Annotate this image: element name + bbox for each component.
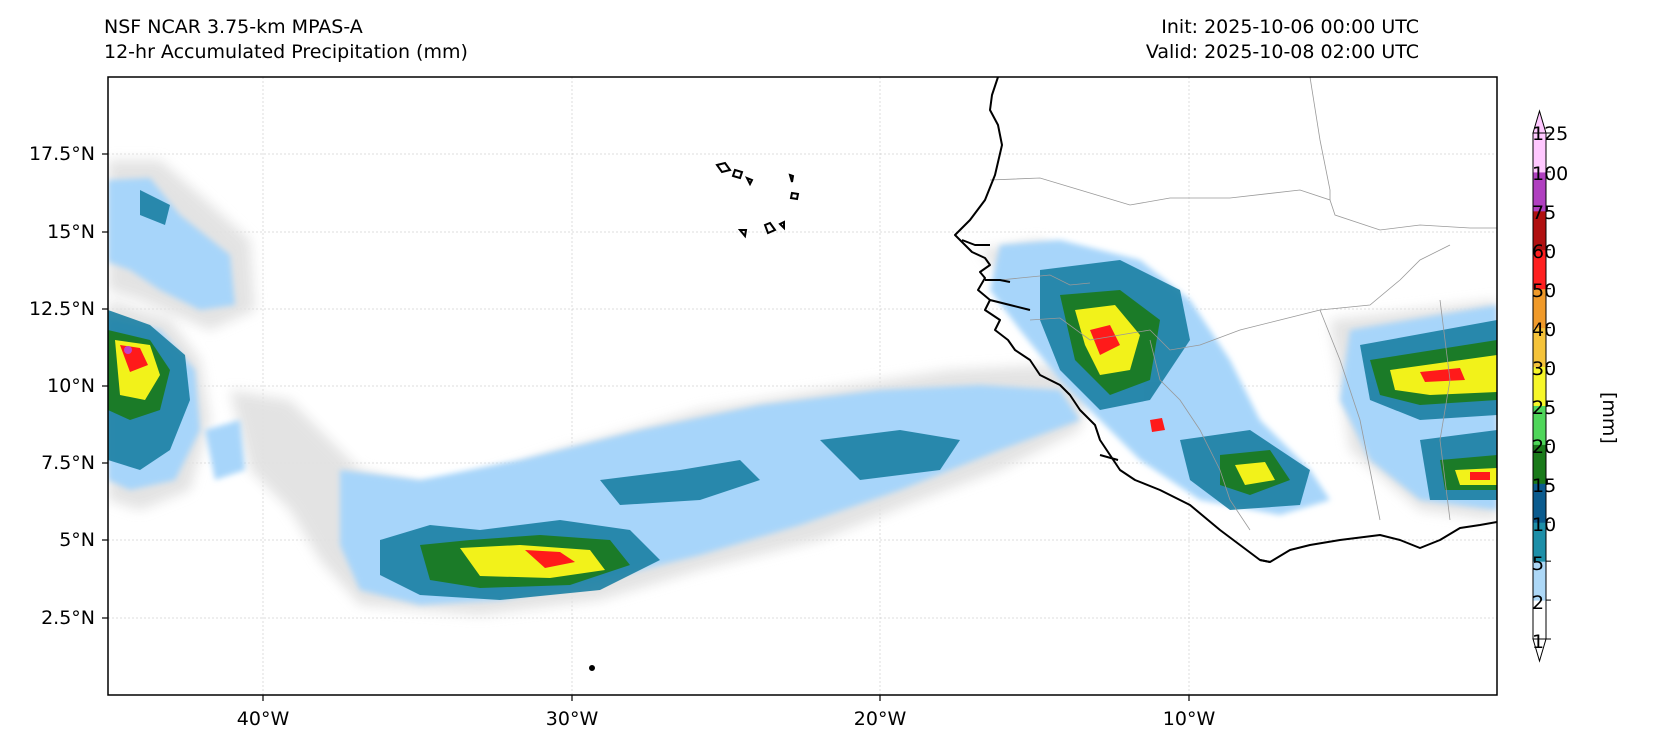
lat-label-2-5n: 2.5°N <box>41 607 95 629</box>
colorbar-segment <box>1533 249 1546 290</box>
lat-label-17-5n: 17.5°N <box>28 143 95 165</box>
colorbar-segment <box>1533 483 1546 523</box>
colorbar-segment <box>1533 522 1546 562</box>
colorbar-segment <box>1533 210 1546 251</box>
cape-verde-islands <box>589 161 800 671</box>
colorbar-label-125: 125 <box>1532 123 1569 145</box>
colorbar-label-100: 100 <box>1532 163 1569 185</box>
precip-peak-100mm <box>124 346 132 354</box>
colorbar-segment <box>1533 561 1546 601</box>
colorbar-label-60: 60 <box>1532 241 1557 263</box>
colorbar-segment <box>1533 133 1546 173</box>
lat-label-12-5n: 12.5°N <box>28 298 95 320</box>
colorbar-segment <box>1533 171 1546 212</box>
colorbar <box>1532 109 1551 663</box>
init-time: Init: 2025-10-06 00:00 UTC <box>1161 16 1419 38</box>
colorbar-label-20: 20 <box>1532 436 1557 458</box>
country-borders <box>989 77 1497 531</box>
colorbar-label-40: 40 <box>1532 319 1557 341</box>
colorbar-segment <box>1533 327 1546 368</box>
lat-label-15n: 15°N <box>47 221 95 243</box>
colorbar-label-10: 10 <box>1532 514 1557 536</box>
title-line1: NSF NCAR 3.75-km MPAS-A <box>104 16 363 38</box>
colorbar-segment <box>1533 288 1546 329</box>
colorbar-label-30: 30 <box>1532 358 1557 380</box>
precip-extreme-50mm <box>120 325 1490 568</box>
lon-label-20w: 20°W <box>853 708 907 730</box>
axis-ticks <box>102 153 1190 701</box>
colorbar-label-15: 15 <box>1532 475 1557 497</box>
lat-label-10n: 10°N <box>47 375 95 397</box>
colorbar-label-2: 2 <box>1532 592 1545 614</box>
colorbar-label-25: 25 <box>1532 397 1557 419</box>
coastline <box>954 77 1497 563</box>
colorbar-segment <box>1533 366 1546 406</box>
colorbar-segment <box>1533 405 1546 445</box>
valid-time: Valid: 2025-10-08 02:00 UTC <box>1145 41 1419 63</box>
colorbar-label-50: 50 <box>1532 280 1557 302</box>
colorbar-label-75: 75 <box>1532 202 1557 224</box>
colorbar-label-1: 1 <box>1532 631 1545 653</box>
colorbar-frame <box>1532 132 1547 640</box>
colorbar-units: [mm] <box>1598 392 1620 444</box>
colorbar-segment <box>1533 444 1546 484</box>
title-line2: 12-hr Accumulated Precipitation (mm) <box>104 41 468 63</box>
lon-label-10w: 10°W <box>1162 708 1216 730</box>
map-frame-content <box>108 77 1497 695</box>
lon-label-40w: 40°W <box>236 708 290 730</box>
colorbar-label-5: 5 <box>1532 553 1545 575</box>
colorbar-segment <box>1533 600 1546 640</box>
lat-label-7-5n: 7.5°N <box>41 452 95 474</box>
lat-label-5n: 5°N <box>59 529 95 551</box>
lon-label-30w: 30°W <box>545 708 599 730</box>
